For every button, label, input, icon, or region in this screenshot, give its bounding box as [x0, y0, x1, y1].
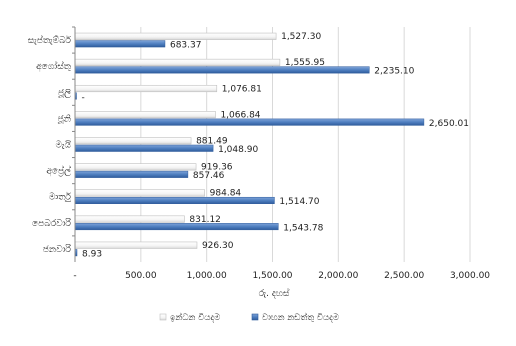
category-label: සැප්තැම්බර් — [28, 35, 72, 46]
bar-fuel — [74, 111, 216, 119]
data-label-maintenance: 857.46 — [193, 171, 225, 181]
bar-fuel — [74, 189, 205, 197]
category-label: ජූනි — [58, 114, 71, 125]
x-tick-label: 2,000.00 — [318, 271, 358, 281]
legend-item-fuel-label: ඉන්ධන වියදම — [170, 312, 221, 323]
bar-maintenance — [74, 40, 166, 48]
category-label: මාර්තු — [49, 192, 72, 203]
data-label-fuel: 926.30 — [202, 241, 234, 251]
bar-fuel — [74, 58, 281, 66]
bar-fuel — [74, 215, 185, 223]
bar-maintenance — [74, 66, 370, 74]
data-label-fuel: 831.12 — [189, 215, 221, 225]
data-label-maintenance: 8.93 — [82, 249, 102, 259]
bars: 1,527.30 683.37 1,555.95 2,235.10 1,076.81 - 1… — [74, 32, 469, 259]
x-axis-title: රු. දහස් — [259, 288, 290, 299]
category-label: ජූලි — [58, 88, 71, 98]
data-label-fuel: 984.84 — [210, 189, 242, 199]
gridlines — [140, 27, 471, 262]
category-label: පෙබරවාරි — [32, 218, 72, 229]
data-label-maintenance: 1,514.70 — [279, 197, 319, 207]
data-label-maintenance: 1,048.90 — [218, 145, 258, 155]
bar-maintenance — [74, 223, 279, 231]
bar-fuel — [74, 137, 192, 145]
data-label-maintenance: 2,235.10 — [374, 67, 414, 77]
category-label: අගෝස්තු — [36, 61, 72, 72]
bar-fuel — [74, 163, 197, 171]
data-label-maintenance: - — [82, 93, 85, 103]
x-tick-label: 3,000.00 — [450, 271, 490, 281]
x-tick-label: 1,500.00 — [252, 271, 292, 281]
bar-fuel — [74, 32, 277, 40]
category-label: ජනවාරි — [43, 244, 72, 255]
bar-maintenance — [74, 144, 214, 152]
legend: ඉන්ධන වියදම වාහන නඩත්තු වියදම — [159, 312, 340, 323]
x-tick-label: 2,500.00 — [384, 271, 424, 281]
data-label-fuel: 1,555.95 — [285, 58, 325, 68]
category-label: අප්‍රේල් — [46, 166, 71, 177]
data-label-fuel: 1,066.84 — [220, 110, 260, 120]
legend-item-maintenance-label: වාහන නඩත්තු වියදම — [262, 312, 340, 323]
x-tick-label: 1,000.00 — [187, 271, 227, 281]
data-label-maintenance: 683.37 — [170, 41, 202, 51]
category-label: මැයි — [56, 139, 72, 150]
bar-fuel — [74, 84, 218, 93]
data-label-fuel: 1,527.30 — [281, 32, 321, 42]
x-tick-label: - — [73, 271, 76, 281]
bar-maintenance — [74, 118, 425, 126]
data-label-fuel: 881.49 — [196, 137, 228, 147]
legend-item-maintenance-swatch — [251, 313, 259, 321]
x-tick-label: 500.00 — [125, 271, 157, 281]
legend-item-fuel-swatch — [159, 313, 167, 321]
data-label-maintenance: 1,543.78 — [283, 223, 323, 233]
data-label-maintenance: 2,650.01 — [429, 119, 469, 129]
bar-fuel — [74, 241, 198, 249]
data-label-fuel: 1,076.81 — [222, 84, 262, 94]
axes: - 500.00 1,000.00 1,500.00 2,000.00 2,500.00 3… — [28, 26, 490, 281]
bar-maintenance — [74, 170, 189, 178]
bar-maintenance — [74, 196, 275, 204]
data-label-fuel: 919.36 — [201, 163, 233, 173]
